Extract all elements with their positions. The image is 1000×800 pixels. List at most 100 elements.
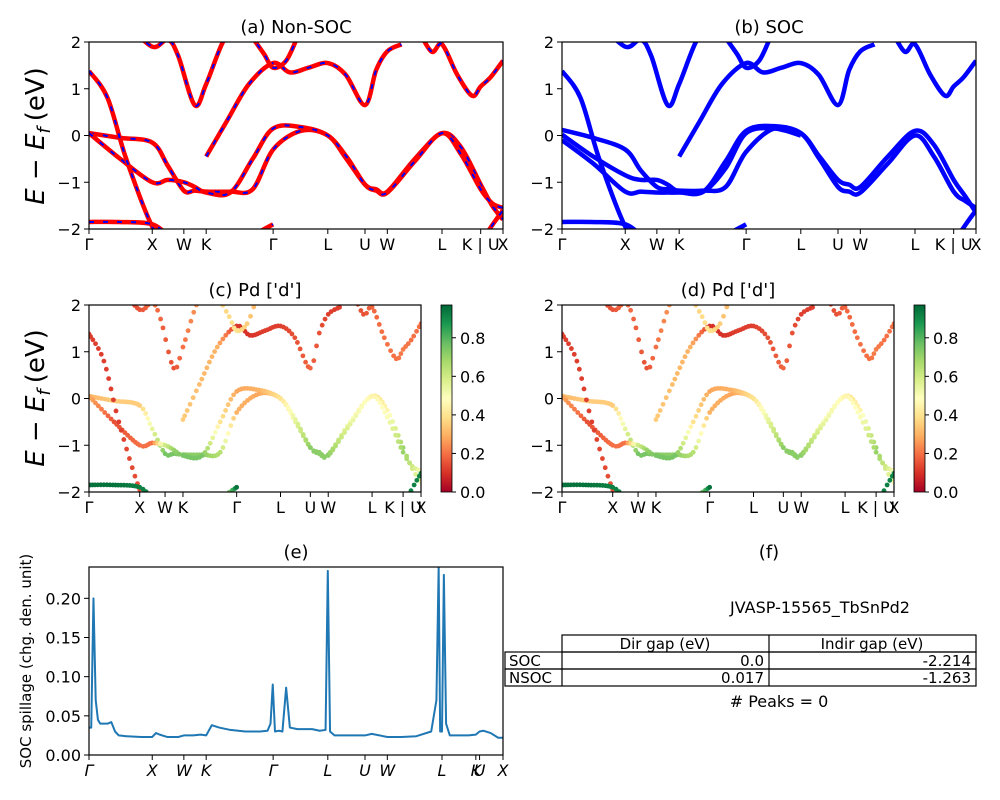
projection-point bbox=[844, 308, 850, 314]
projection-point bbox=[183, 337, 188, 343]
projection-point bbox=[795, 316, 801, 322]
projection-point bbox=[375, 396, 381, 402]
projection-point bbox=[205, 512, 210, 517]
projection-point bbox=[616, 411, 622, 416]
projection-point bbox=[602, 300, 607, 305]
soc-band-6 bbox=[725, 42, 771, 71]
projection-point bbox=[359, 404, 365, 410]
projection-point bbox=[680, 508, 685, 513]
panel-b-bands bbox=[562, 42, 976, 229]
projection-point bbox=[610, 403, 616, 408]
panel-d-colorbar bbox=[913, 304, 926, 493]
projection-point bbox=[223, 332, 229, 338]
y-tick-label: 0.20 bbox=[45, 589, 81, 608]
projection-point bbox=[177, 355, 183, 361]
projection-point bbox=[212, 349, 218, 354]
projection-point bbox=[821, 284, 826, 289]
projection-point bbox=[234, 410, 240, 415]
y-tick: 0.20 bbox=[45, 589, 89, 608]
panel-a-y-ticks: 2 1 0 −1 −2 bbox=[57, 33, 89, 239]
y-tick: 2 bbox=[544, 296, 562, 315]
projection-point bbox=[855, 409, 861, 415]
projection-point bbox=[568, 403, 574, 409]
projection-point bbox=[674, 371, 680, 376]
x-tick: W bbox=[649, 229, 665, 254]
projection-point bbox=[321, 455, 327, 460]
nonsoc-band-dash-5 bbox=[254, 42, 297, 69]
projection-point bbox=[794, 455, 800, 460]
projection-point bbox=[149, 426, 155, 432]
projection-point bbox=[571, 351, 577, 357]
gap-table-nsoc-indir: -1.263 bbox=[923, 669, 971, 687]
x-tick: W bbox=[793, 492, 809, 517]
y-tick-label: −1 bbox=[530, 173, 554, 192]
projection-point bbox=[701, 423, 707, 428]
x-tick: L bbox=[796, 229, 805, 254]
x-tick-label: X bbox=[620, 235, 631, 254]
projection-point bbox=[226, 314, 232, 320]
y-tick-label: 1 bbox=[71, 80, 81, 99]
x-tick-label: W bbox=[852, 235, 868, 254]
y-tick: 2 bbox=[71, 33, 89, 52]
projection-point bbox=[758, 405, 764, 411]
projection-point bbox=[693, 445, 699, 450]
projection-point bbox=[780, 365, 786, 371]
x-tick-label: X bbox=[498, 235, 509, 254]
projection-point bbox=[236, 406, 242, 412]
projection-point bbox=[877, 456, 883, 462]
projection-point bbox=[568, 346, 574, 351]
y-tick-label: −1 bbox=[530, 436, 554, 455]
projection-point bbox=[693, 413, 699, 419]
y-tick: 0.05 bbox=[45, 707, 89, 726]
projection-point bbox=[248, 313, 253, 319]
projection-point bbox=[166, 521, 171, 526]
projection-point bbox=[858, 341, 863, 347]
projection-point bbox=[380, 404, 385, 410]
projection-point bbox=[285, 405, 291, 411]
y-tick-label: −1 bbox=[57, 173, 81, 192]
nonsoc-band-dash-1 bbox=[89, 124, 503, 209]
projection-point bbox=[390, 426, 396, 432]
x-tick: W bbox=[320, 492, 336, 517]
y-tick: 2 bbox=[71, 296, 89, 315]
projection-point bbox=[120, 289, 125, 294]
panel-e-ylabel: SOC spillage (chg. den. unit) bbox=[17, 554, 35, 769]
projection-point bbox=[217, 340, 223, 346]
projection-point bbox=[765, 335, 771, 341]
projection-point bbox=[628, 307, 634, 313]
projection-point bbox=[398, 445, 404, 450]
projection-point bbox=[776, 437, 782, 443]
x-tick-label: W bbox=[793, 498, 809, 517]
x-tick-label: X bbox=[497, 761, 510, 780]
projection-point bbox=[121, 437, 127, 442]
projection-point bbox=[576, 366, 582, 372]
projection-point bbox=[847, 314, 853, 320]
y-tick-label: 0 bbox=[544, 127, 554, 146]
x-tick: K bbox=[178, 492, 189, 517]
x-tick: X bbox=[134, 492, 145, 517]
projection-point bbox=[591, 427, 597, 433]
projection-point bbox=[303, 437, 309, 443]
projection-point bbox=[171, 527, 176, 532]
panel-f-peaks: # Peaks = 0 bbox=[730, 692, 829, 711]
projection-point bbox=[307, 445, 313, 450]
ylabel-mid: E − Ef (eV) bbox=[21, 329, 55, 467]
projection-point bbox=[618, 500, 623, 505]
x-tick: X bbox=[620, 229, 631, 254]
projection-point bbox=[789, 330, 795, 336]
projection-point bbox=[242, 324, 247, 330]
projection-point bbox=[759, 328, 765, 334]
panel-e-x-ticks: Γ X W K Γ L U W L KU X bbox=[85, 755, 510, 780]
projection-point bbox=[596, 292, 601, 297]
projection-point bbox=[90, 337, 96, 343]
projection-point bbox=[690, 449, 696, 455]
x-tick: K bbox=[651, 492, 662, 517]
projection-point bbox=[578, 413, 584, 419]
y-tick-label: 1 bbox=[544, 80, 554, 99]
projection-point bbox=[600, 456, 605, 461]
x-tick: W bbox=[157, 492, 173, 517]
projection-point bbox=[664, 525, 669, 530]
panel-f-material: JVASP-15565_TbSnPd2 bbox=[729, 598, 910, 618]
projection-point bbox=[311, 358, 317, 364]
